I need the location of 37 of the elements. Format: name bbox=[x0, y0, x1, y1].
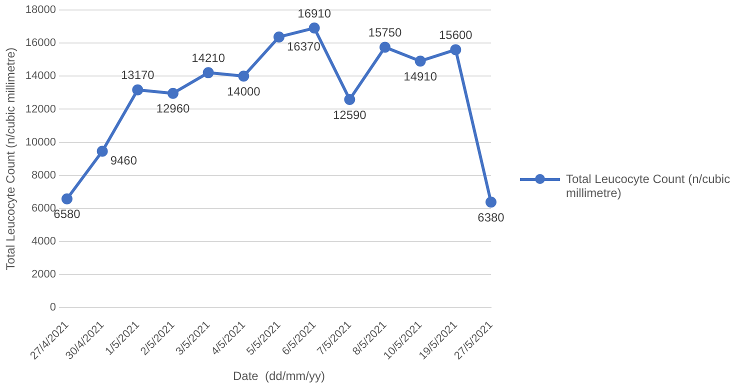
legend-label: Total Leucocyte Count (n/cubic millimetre) bbox=[566, 172, 732, 200]
x-axis-title: Date (dd/mm/yy) bbox=[232, 369, 326, 384]
data-label: 16910 bbox=[298, 6, 332, 20]
point bbox=[273, 31, 284, 42]
point bbox=[379, 42, 390, 53]
point bbox=[132, 84, 144, 96]
point bbox=[450, 44, 462, 56]
data-label: 14910 bbox=[404, 69, 438, 84]
point bbox=[308, 22, 320, 34]
data-label: 15600 bbox=[438, 28, 473, 42]
data-label: 12590 bbox=[332, 108, 367, 122]
y-tick-label: 16000 bbox=[25, 37, 56, 50]
data-label: 16370 bbox=[286, 39, 321, 54]
data-label: 14000 bbox=[226, 84, 261, 98]
data-label: 13170 bbox=[120, 68, 155, 82]
data-label: 15750 bbox=[368, 26, 402, 40]
y-tick-label: 12000 bbox=[25, 103, 56, 116]
point bbox=[344, 94, 356, 105]
point bbox=[96, 146, 108, 157]
point bbox=[167, 88, 178, 99]
data-label: 12960 bbox=[156, 102, 190, 116]
point bbox=[414, 56, 426, 67]
point bbox=[238, 70, 250, 82]
data-label: 14210 bbox=[192, 50, 226, 65]
data-label: 6380 bbox=[478, 210, 505, 224]
y-tick-label: 0 bbox=[50, 302, 56, 314]
y-axis-title: Total Leucocyte Count (n/cubic millimetre) bbox=[4, 47, 18, 270]
y-tick-label: 18000 bbox=[25, 4, 56, 16]
point bbox=[202, 67, 214, 78]
y-tick-label: 8000 bbox=[32, 169, 56, 182]
y-tick-label: 10000 bbox=[25, 136, 56, 148]
point bbox=[61, 193, 72, 204]
y-tick-label: 2000 bbox=[32, 268, 56, 281]
y-tick-label: 14000 bbox=[25, 70, 56, 82]
point bbox=[486, 196, 496, 208]
data-label: 9460 bbox=[110, 154, 138, 168]
y-tick-label: 4000 bbox=[32, 236, 56, 248]
